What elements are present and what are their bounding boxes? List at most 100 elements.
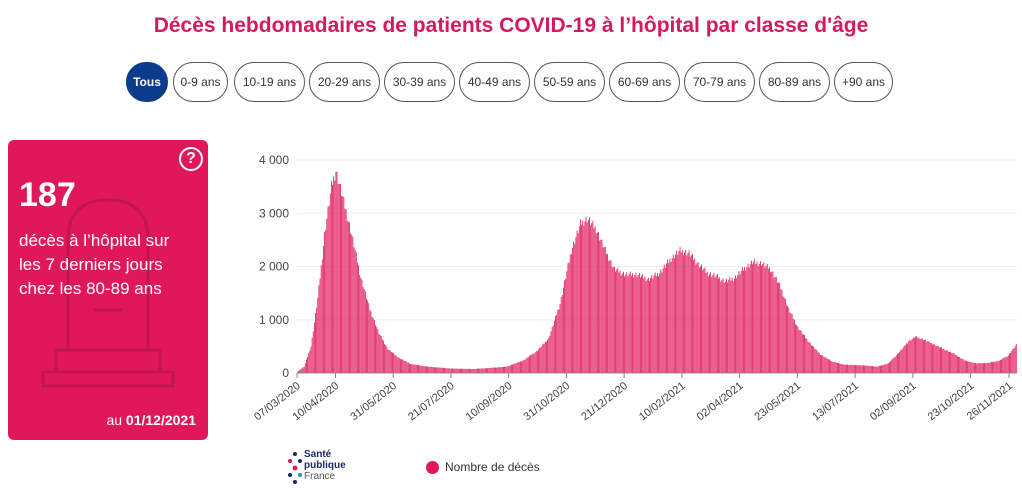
bar[interactable] (602, 247, 604, 374)
bar[interactable] (435, 367, 436, 373)
bar[interactable] (593, 228, 595, 373)
bar[interactable] (341, 196, 342, 373)
bar[interactable] (524, 359, 526, 373)
bar[interactable] (763, 262, 765, 373)
bar[interactable] (911, 338, 913, 373)
bar[interactable] (449, 368, 451, 373)
bar[interactable] (396, 356, 398, 373)
bar[interactable] (328, 205, 330, 373)
filter-10-19[interactable]: 10-19 ans (234, 62, 305, 102)
bar[interactable] (805, 338, 807, 373)
bar[interactable] (335, 171, 337, 373)
filter-80-89[interactable]: 80-89 ans (759, 62, 830, 102)
bar[interactable] (632, 273, 633, 373)
bar[interactable] (883, 364, 885, 373)
bar[interactable] (874, 366, 876, 373)
bar[interactable] (772, 271, 774, 373)
bar[interactable] (336, 171, 338, 373)
bar[interactable] (797, 326, 799, 373)
bar[interactable] (360, 277, 362, 373)
bar[interactable] (872, 366, 873, 373)
bar[interactable] (659, 273, 661, 373)
bar[interactable] (357, 262, 358, 373)
bar[interactable] (858, 365, 860, 373)
bar[interactable] (492, 367, 494, 373)
bar[interactable] (729, 277, 731, 373)
bar[interactable] (352, 236, 354, 373)
bar[interactable] (547, 339, 549, 373)
bar[interactable] (841, 363, 843, 373)
bar[interactable] (526, 357, 528, 373)
bar[interactable] (455, 368, 457, 373)
bar[interactable] (555, 315, 556, 373)
bar[interactable] (490, 367, 492, 373)
bar[interactable] (530, 354, 532, 373)
bar[interactable] (973, 362, 975, 373)
bar[interactable] (713, 272, 715, 373)
bar[interactable] (506, 366, 508, 373)
bar[interactable] (980, 363, 982, 373)
bar[interactable] (671, 258, 673, 373)
bar[interactable] (760, 261, 761, 373)
bar[interactable] (377, 329, 379, 373)
bar[interactable] (344, 208, 346, 373)
bar[interactable] (499, 367, 501, 373)
bar[interactable] (532, 353, 534, 373)
bar[interactable] (368, 303, 370, 373)
bar[interactable] (788, 307, 790, 373)
bar[interactable] (781, 290, 783, 373)
bar[interactable] (889, 362, 890, 373)
bar[interactable] (704, 267, 706, 373)
bar[interactable] (589, 217, 590, 373)
bar[interactable] (539, 347, 541, 373)
chart-legend[interactable]: Nombre de décès (426, 460, 540, 474)
bar[interactable] (439, 367, 441, 373)
bar[interactable] (696, 263, 698, 373)
bar[interactable] (777, 282, 778, 373)
bar[interactable] (653, 275, 655, 374)
bar[interactable] (769, 267, 770, 373)
bar[interactable] (633, 277, 635, 373)
bar[interactable] (844, 364, 846, 373)
bar[interactable] (618, 272, 620, 373)
bar[interactable] (361, 279, 363, 373)
bar[interactable] (855, 365, 856, 373)
bar[interactable] (962, 359, 964, 373)
bar[interactable] (309, 350, 311, 373)
bar[interactable] (850, 364, 852, 373)
bar[interactable] (306, 359, 307, 373)
bar[interactable] (441, 367, 443, 373)
bar[interactable] (981, 363, 983, 373)
bar[interactable] (433, 367, 435, 373)
bar[interactable] (900, 349, 902, 373)
bar[interactable] (928, 341, 930, 373)
bar[interactable] (430, 366, 432, 373)
bar[interactable] (886, 363, 888, 373)
bar[interactable] (617, 267, 619, 373)
bar[interactable] (847, 364, 849, 373)
bar[interactable] (580, 219, 581, 373)
bar[interactable] (521, 361, 522, 373)
bar[interactable] (645, 281, 647, 373)
bar[interactable] (520, 361, 521, 373)
bar[interactable] (452, 368, 453, 373)
bar[interactable] (613, 266, 615, 373)
bar[interactable] (698, 267, 700, 373)
bar[interactable] (323, 245, 324, 373)
bar[interactable] (967, 361, 969, 373)
bar[interactable] (367, 300, 369, 373)
bar[interactable] (649, 280, 650, 373)
bar[interactable] (752, 264, 753, 373)
bar[interactable] (756, 261, 758, 373)
bar[interactable] (591, 223, 593, 373)
bar[interactable] (924, 339, 925, 373)
bar[interactable] (501, 366, 503, 373)
bar[interactable] (933, 344, 935, 373)
bar[interactable] (728, 279, 730, 373)
bar[interactable] (303, 366, 305, 373)
bar[interactable] (298, 371, 299, 373)
bar[interactable] (320, 265, 322, 373)
filter-90-plus[interactable]: +90 ans (834, 62, 893, 102)
bar[interactable] (646, 279, 648, 373)
bar[interactable] (813, 346, 815, 373)
